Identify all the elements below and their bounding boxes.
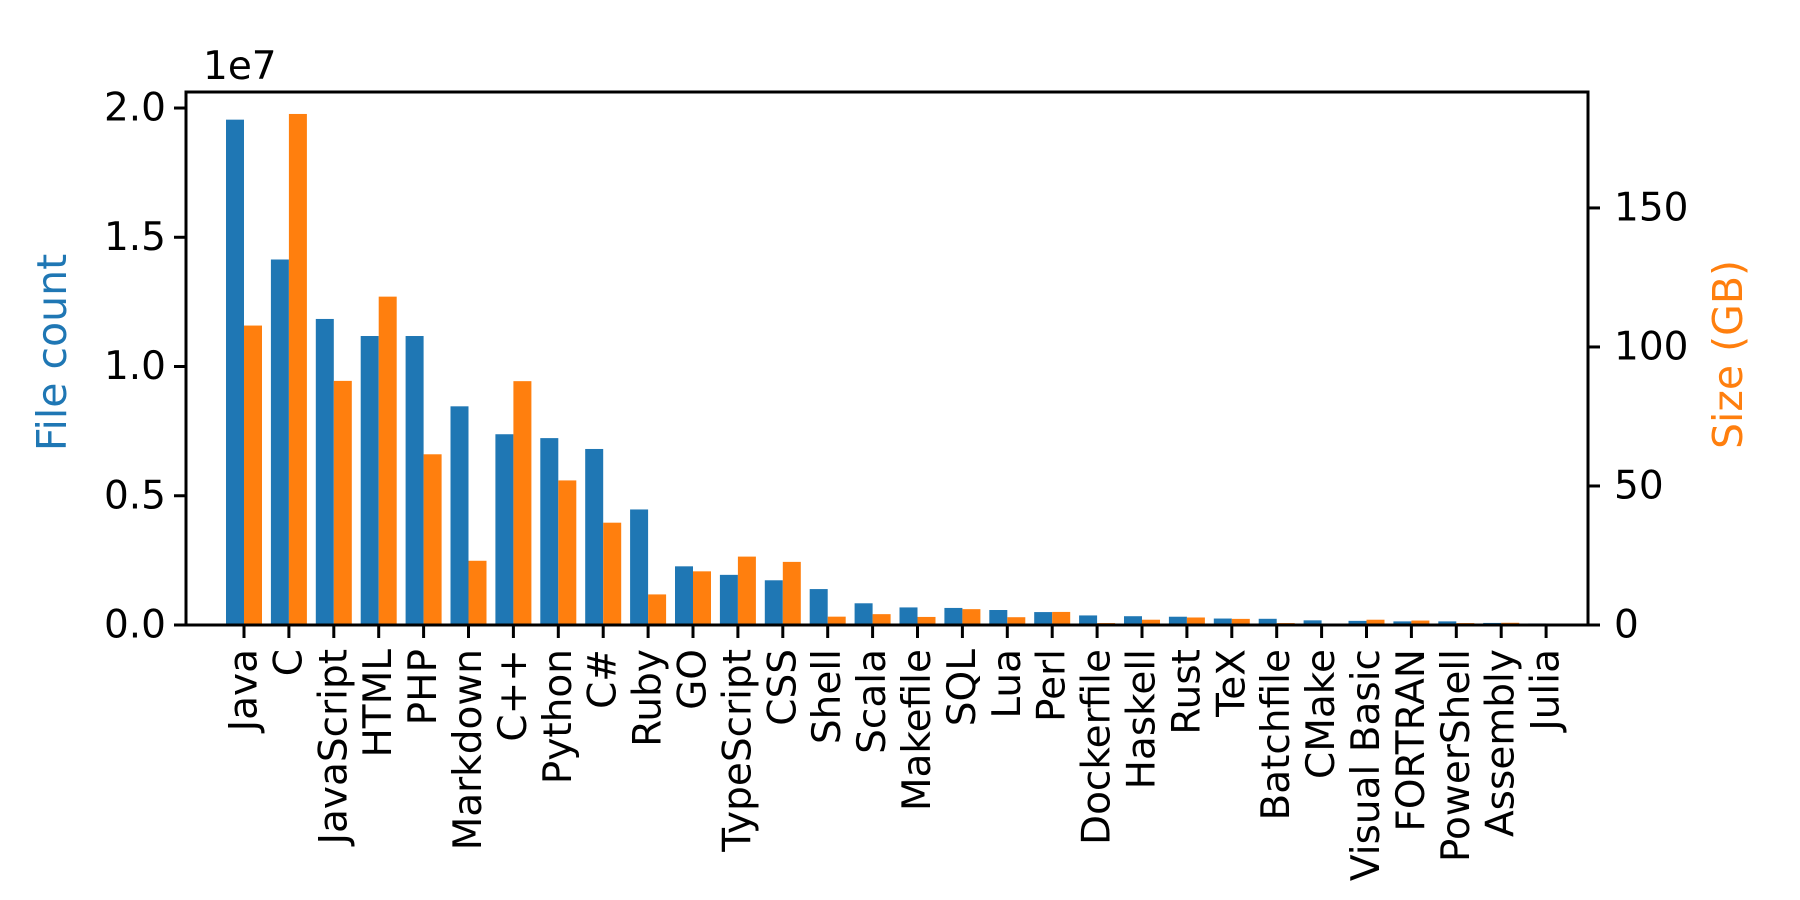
- x-tick-label-java: Java: [222, 649, 267, 734]
- bar-file-count-rust: [1168, 616, 1187, 625]
- bar-file-count-dockerfile: [1079, 615, 1098, 625]
- bar-file-count-haskell: [1124, 616, 1142, 625]
- x-tick-label-c: C: [266, 649, 311, 676]
- x-tick-label-go: GO: [671, 649, 716, 710]
- bar-file-count-javascript: [315, 318, 334, 625]
- bar-file-count-ruby: [630, 509, 649, 625]
- plot-frame: [184, 90, 1590, 627]
- x-tick-label-sql: SQL: [940, 649, 985, 726]
- bar-file-count-php: [405, 336, 424, 625]
- right-tick-label-0: 0: [1614, 603, 1639, 648]
- x-tick-label-c#: C#: [581, 649, 626, 709]
- bar-file-count-sql: [944, 607, 963, 625]
- x-tick-label-julia: Julia: [1524, 649, 1569, 734]
- bar-file-count-makefile: [899, 607, 918, 625]
- x-tick-label-css: CSS: [760, 649, 805, 726]
- bar-size-gb-perl: [1052, 611, 1071, 625]
- bar-size-gb-php: [423, 454, 442, 625]
- bar-file-count-tex: [1213, 618, 1232, 625]
- x-tick-label-ruby: Ruby: [626, 649, 671, 747]
- x-tick-label-dockerfile: Dockerfile: [1075, 649, 1120, 845]
- bar-size-gb-go: [693, 571, 711, 625]
- right-tick-label-50: 50: [1614, 463, 1664, 508]
- left-tick-label-0.0: 0.0: [104, 603, 166, 648]
- x-tick-label-rust: Rust: [1164, 649, 1209, 735]
- bar-size-gb-markdown: [468, 560, 487, 625]
- x-tick-label-lua: Lua: [985, 649, 1030, 719]
- left-axis-offset-label: 1e7: [203, 44, 277, 89]
- bar-size-gb-java: [244, 325, 262, 625]
- x-tick-label-markdown: Markdown: [446, 649, 491, 850]
- x-tick-label-typescript: TypeScript: [715, 649, 760, 853]
- bar-size-gb-sql: [962, 609, 981, 625]
- x-tick-label-html: HTML: [356, 649, 401, 758]
- bar-size-gb-lua: [1007, 617, 1026, 625]
- bar-file-count-fortran: [1393, 621, 1412, 625]
- x-tick-label-perl: Perl: [1030, 649, 1075, 722]
- bar-file-count-html: [360, 336, 379, 625]
- bar-file-count-go: [675, 566, 693, 625]
- x-tick-label-scala: Scala: [850, 649, 895, 754]
- bar-file-count-visual-basic: [1348, 620, 1367, 625]
- x-tick-label-assembly: Assembly: [1479, 649, 1524, 837]
- x-tick-label-batchfile: Batchfile: [1254, 649, 1299, 821]
- bar-size-gb-typescript: [737, 556, 756, 625]
- bar-file-count-shell: [809, 589, 828, 625]
- bar-file-count-typescript: [719, 574, 738, 625]
- left-tick-label-0.5: 0.5: [104, 473, 166, 518]
- bar-file-count-c: [270, 259, 289, 625]
- bar-size-gb-scala: [872, 614, 891, 625]
- right-tick-label-100: 100: [1614, 324, 1688, 369]
- bar-file-count-batchfile: [1258, 618, 1277, 625]
- left-axis-title: File count: [28, 254, 76, 451]
- right-tick-label-150: 150: [1614, 185, 1688, 230]
- bar-file-count-markdown: [450, 406, 469, 625]
- x-tick-label-makefile: Makefile: [895, 649, 940, 811]
- bar-file-count-powershell: [1438, 621, 1457, 625]
- left-tick-label-1.0: 1.0: [104, 344, 166, 389]
- bar-file-count-java: [226, 119, 244, 626]
- x-tick-label-c++: C++: [491, 649, 536, 742]
- bar-file-count-scala: [854, 603, 873, 625]
- left-tick-label-2.0: 2.0: [104, 86, 166, 131]
- bar-file-count-perl: [1034, 612, 1053, 625]
- bar-size-gb-tex: [1231, 618, 1250, 625]
- x-tick-label-cmake: CMake: [1299, 649, 1344, 779]
- bar-file-count-cmake: [1303, 620, 1322, 625]
- bar-size-gb-fortran: [1411, 620, 1430, 625]
- x-tick-label-shell: Shell: [805, 649, 850, 744]
- bar-file-count-c++: [495, 434, 514, 625]
- x-tick-label-tex: TeX: [1209, 649, 1254, 718]
- bar-file-count-css: [764, 580, 783, 625]
- left-tick-label-1.5: 1.5: [104, 215, 166, 260]
- bar-size-gb-ruby: [648, 594, 667, 625]
- bar-size-gb-makefile: [917, 616, 936, 625]
- bar-size-gb-c#: [603, 522, 622, 625]
- x-tick-label-python: Python: [536, 649, 581, 784]
- bar-file-count-lua: [989, 610, 1008, 625]
- bar-size-gb-html: [378, 296, 397, 625]
- bar-size-gb-c: [288, 113, 307, 625]
- bar-size-gb-python: [558, 480, 577, 625]
- bar-size-gb-haskell: [1142, 619, 1160, 625]
- x-tick-label-fortran: FORTRAN: [1389, 649, 1434, 832]
- x-tick-label-powershell: PowerShell: [1434, 649, 1479, 862]
- bar-size-gb-javascript: [333, 380, 352, 625]
- right-axis-title: Size (GB): [1704, 260, 1752, 449]
- bar-size-gb-visual-basic: [1366, 619, 1385, 625]
- bar-file-count-c#: [585, 448, 604, 625]
- bar-size-gb-css: [782, 561, 801, 625]
- x-tick-label-visual-basic: Visual Basic: [1344, 649, 1389, 881]
- bar-size-gb-rust: [1186, 617, 1205, 625]
- x-tick-label-php: PHP: [401, 649, 446, 725]
- x-tick-label-haskell: Haskell: [1120, 649, 1165, 789]
- bar-size-gb-c++: [513, 381, 532, 625]
- x-tick-label-javascript: JavaScript: [311, 649, 356, 848]
- bar-size-gb-shell: [827, 616, 846, 625]
- bar-file-count-python: [540, 438, 559, 625]
